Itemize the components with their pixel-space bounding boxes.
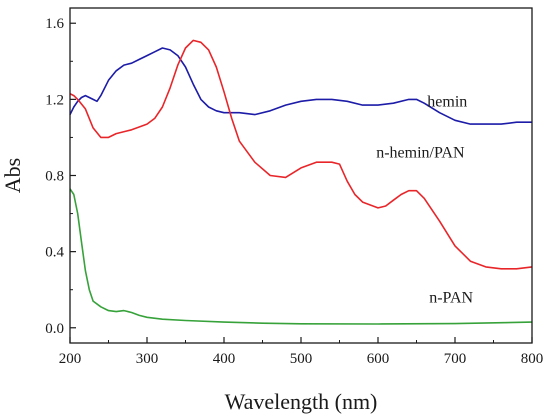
y-tick-label: 1.6: [45, 16, 64, 32]
x-tick-label: 500: [290, 351, 313, 367]
y-tick-label: 0.8: [45, 169, 64, 185]
x-axis-title: Wavelength (nm): [225, 389, 378, 414]
y-tick-label: 0.0: [45, 321, 64, 337]
x-tick-label: 300: [136, 351, 159, 367]
series-layer: [69, 39, 533, 325]
y-tick-label: 1.2: [45, 92, 64, 108]
y-axis-title: Abs: [0, 158, 25, 193]
x-tick-label: 400: [213, 351, 236, 367]
series-label-3: n-PAN: [429, 289, 473, 306]
x-tick-label: 600: [367, 351, 390, 367]
series-line-3: [69, 188, 533, 325]
y-tick-label: 0.4: [45, 245, 64, 261]
series-line-2: [69, 39, 533, 270]
series-label-1: hemin: [427, 93, 467, 110]
series-label-2: n-hemin/PAN: [376, 145, 465, 162]
series-line-1: [69, 47, 532, 125]
plot-frame: [69, 7, 533, 344]
x-tick-label: 200: [59, 351, 82, 367]
x-tick-label: 800: [521, 351, 544, 367]
x-tick-label: 700: [444, 351, 467, 367]
labels-layer: hemin n-hemin/PAN n-PAN: [376, 93, 473, 306]
